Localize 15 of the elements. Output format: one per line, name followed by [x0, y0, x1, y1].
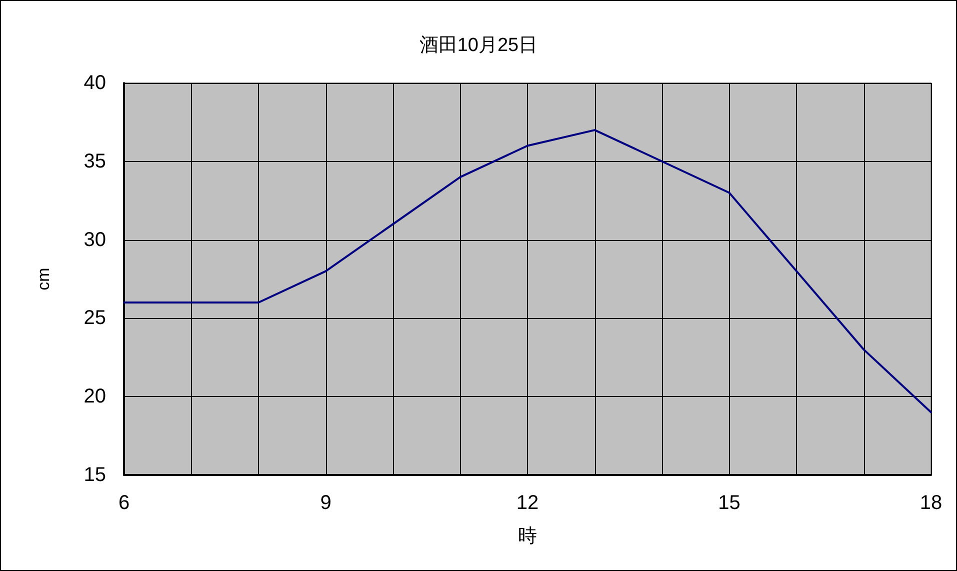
y-tick-label: 40	[84, 72, 106, 94]
x-axis-title: 時	[518, 526, 537, 547]
x-tick-label: 9	[320, 492, 332, 514]
y-axis-title: cm	[34, 268, 53, 290]
x-tick-label: 12	[516, 492, 539, 514]
y-tick-label: 35	[84, 150, 106, 172]
x-tick-label: 15	[718, 492, 740, 514]
x-tick-label: 6	[118, 492, 130, 514]
chart-title: 酒田10月25日	[419, 35, 538, 56]
line-series	[123, 129, 932, 414]
y-tick-label: 25	[84, 307, 106, 330]
x-tick-label: 18	[920, 492, 942, 514]
y-tick-label: 15	[84, 464, 106, 486]
y-tick-label: 20	[84, 386, 106, 408]
y-tick-label: 30	[84, 228, 106, 251]
